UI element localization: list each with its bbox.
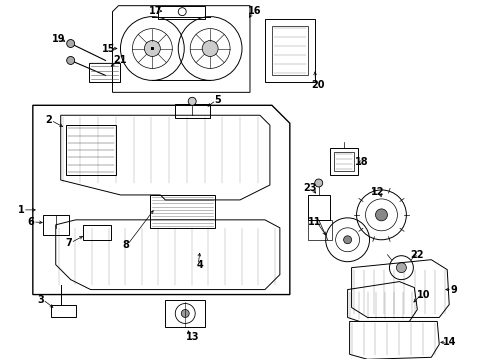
Bar: [334, 152, 354, 171]
Circle shape: [67, 40, 74, 48]
Bar: [165, 300, 205, 328]
Circle shape: [396, 263, 406, 273]
Text: 19: 19: [52, 33, 66, 44]
Circle shape: [145, 41, 160, 57]
Text: 9: 9: [451, 284, 458, 294]
Bar: [272, 26, 308, 75]
Text: 6: 6: [27, 217, 34, 227]
Circle shape: [151, 48, 153, 50]
Text: 20: 20: [311, 80, 324, 90]
Text: 15: 15: [102, 44, 115, 54]
Text: 8: 8: [122, 240, 129, 250]
Bar: [83, 225, 111, 240]
Text: 12: 12: [371, 187, 384, 197]
Text: 14: 14: [442, 337, 456, 347]
Bar: [43, 215, 69, 235]
Circle shape: [188, 97, 196, 105]
Bar: [150, 195, 215, 228]
Text: 21: 21: [114, 55, 127, 66]
Text: 10: 10: [416, 289, 430, 300]
Text: 17: 17: [148, 6, 162, 15]
Circle shape: [202, 41, 218, 57]
Bar: [308, 195, 330, 220]
Circle shape: [315, 179, 323, 187]
Text: 5: 5: [215, 95, 221, 105]
Circle shape: [151, 48, 153, 50]
Circle shape: [151, 48, 153, 50]
Bar: [51, 305, 75, 318]
Text: 23: 23: [303, 183, 317, 193]
Bar: [158, 6, 205, 19]
Text: 11: 11: [308, 217, 321, 227]
Bar: [175, 104, 210, 118]
Circle shape: [151, 48, 153, 50]
Circle shape: [67, 57, 74, 64]
Text: 13: 13: [185, 332, 199, 342]
Text: 2: 2: [46, 115, 52, 125]
Text: 3: 3: [37, 294, 44, 305]
Text: 7: 7: [65, 238, 72, 248]
Circle shape: [181, 310, 189, 318]
Text: 16: 16: [248, 6, 262, 15]
Text: 22: 22: [411, 250, 424, 260]
Bar: [66, 125, 116, 175]
Text: 1: 1: [18, 205, 24, 215]
Bar: [265, 19, 315, 82]
Circle shape: [375, 209, 388, 221]
Circle shape: [151, 48, 153, 50]
Bar: [330, 148, 358, 175]
Circle shape: [343, 236, 352, 244]
Text: 4: 4: [197, 260, 203, 270]
Circle shape: [151, 48, 153, 50]
Bar: [308, 220, 332, 240]
Circle shape: [151, 48, 153, 50]
Circle shape: [151, 48, 153, 50]
Text: 18: 18: [355, 157, 368, 167]
